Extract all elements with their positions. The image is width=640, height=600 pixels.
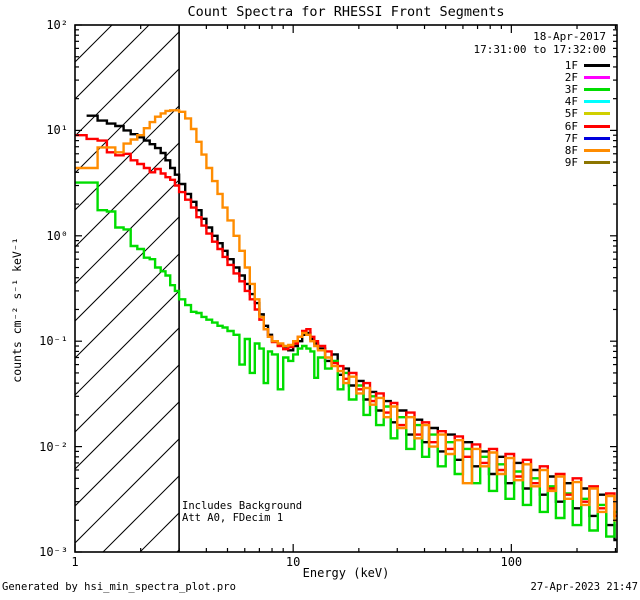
legend-entry-label: 3F (564, 82, 578, 96)
y-tick-label--1: 10⁻¹ (39, 334, 68, 349)
y-tick-label-1: 10¹ (46, 123, 68, 138)
legend-entry-label: 6F (564, 119, 578, 133)
y-tick-label-0: 10⁰ (46, 228, 68, 243)
legend-entry-label: 9F (564, 156, 578, 170)
x-tick-label-1: 1 (71, 555, 79, 569)
legend-entry-4F: 4F (474, 95, 610, 109)
legend-swatch-3F (584, 87, 610, 91)
legend-entry-label: 1F (564, 58, 578, 72)
legend-swatch-2F (584, 75, 610, 79)
x-tick-label-100: 100 (500, 555, 523, 569)
plot-title: Count Spectra for RHESSI Front Segments (187, 4, 505, 20)
x-tick-label-10: 10 (285, 555, 301, 569)
legend-swatch-9F (584, 161, 610, 165)
legend-entry-label: 7F (564, 131, 578, 145)
legend-entries: 1F 2F 3F 4F 5F 6F 7F 8F 9F (474, 59, 610, 169)
x-axis-label: Energy (keV) (302, 566, 390, 580)
annotation-line-2: Att A0, FDecim 1 (182, 511, 284, 524)
series-8F (75, 109, 617, 522)
legend-entry-label: 8F (564, 143, 578, 157)
series-1F (86, 114, 617, 542)
series-3F (75, 181, 617, 538)
legend-interval: 17:31:00 to 17:32:00 (473, 43, 606, 56)
footer-generator: Generated by hsi_min_spectra_plot.pro (2, 581, 236, 593)
legend-entry-label: 4F (564, 95, 578, 109)
legend-entry-5F: 5F (474, 107, 610, 121)
legend-entry-3F: 3F (474, 82, 610, 96)
legend-swatch-7F (584, 136, 610, 140)
footer-timestamp: 27-Apr-2023 21:47 (530, 581, 638, 593)
plot-annotation: Includes Background Att A0, FDecim 1 (182, 500, 303, 524)
legend-swatch-4F (584, 100, 610, 104)
annotation-line-1: Includes Background (182, 500, 303, 512)
legend-entry-6F: 6F (474, 119, 610, 133)
legend: 18-Apr-2017 17:31:00 to 17:32:00 1F 2F 3F 4… (474, 30, 610, 169)
legend-date: 18-Apr-2017 (533, 30, 606, 43)
legend-swatch-8F (584, 148, 610, 152)
legend-entry-7F: 7F (474, 131, 610, 145)
series-6F (75, 134, 617, 518)
legend-swatch-6F (584, 124, 610, 128)
y-axis-label: counts cm⁻² s⁻¹ keV⁻¹ (10, 237, 24, 383)
legend-entry-label: 2F (564, 70, 578, 84)
legend-entry-label: 5F (564, 107, 578, 121)
y-tick-label-2: 10² (46, 18, 68, 32)
legend-entry-8F: 8F (474, 143, 610, 157)
legend-entry-9F: 9F (474, 156, 610, 170)
legend-entry-1F: 1F (474, 58, 610, 72)
legend-swatch-1F (584, 63, 610, 67)
plot-frame (74, 24, 618, 553)
y-tick-label--2: 10⁻² (39, 439, 68, 454)
legend-swatch-5F (584, 112, 610, 116)
legend-entry-2F: 2F (474, 70, 610, 84)
y-tick-label--3: 10⁻³ (39, 545, 68, 559)
